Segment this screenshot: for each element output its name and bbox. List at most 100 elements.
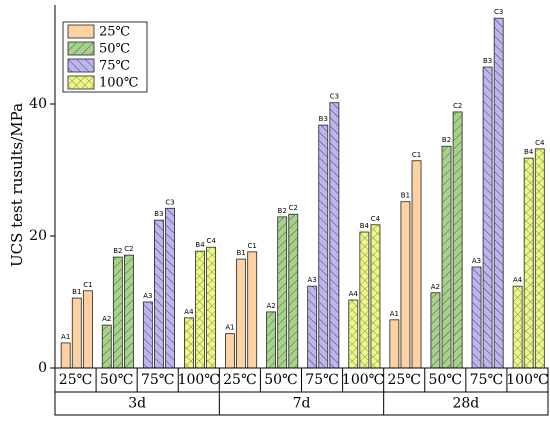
bar-hatch: [206, 247, 216, 368]
bar-hatch: [442, 146, 452, 368]
bar-hatch: [143, 302, 153, 368]
legend-hatch: [68, 76, 94, 89]
bar-hatch: [494, 18, 504, 368]
bar-label: B2: [113, 247, 122, 255]
bar: [236, 258, 247, 369]
bar-label: B3: [483, 57, 492, 65]
bar-label: A4: [184, 308, 194, 316]
bar-label: C1: [248, 242, 257, 250]
bar: [400, 201, 411, 369]
bar-hatch: [288, 214, 298, 368]
bar-label: B4: [524, 148, 534, 156]
legend-label: 25℃: [99, 25, 130, 40]
x-tick-label: 75℃: [305, 372, 338, 388]
group-label: 7d: [293, 396, 311, 412]
bar-label: C1: [83, 281, 92, 289]
bar-label: C2: [289, 204, 298, 212]
x-tick-label: 50℃: [264, 372, 297, 388]
bar: [389, 319, 400, 369]
bar-label: C2: [124, 245, 133, 253]
bar-label: A3: [308, 276, 317, 284]
bar-hatch: [471, 267, 482, 368]
bar-label: A3: [472, 257, 481, 265]
x-tick-label: 50℃: [100, 372, 133, 388]
bar: [247, 251, 258, 369]
bar-label: B2: [278, 207, 287, 215]
x-tick-label: 75℃: [470, 372, 503, 388]
bar-label: B4: [195, 241, 205, 249]
bar-label: C3: [165, 198, 174, 206]
bar-label: C4: [206, 237, 216, 245]
y-axis-label: UCS test rusults/MPa: [8, 103, 26, 267]
bar-hatch: [535, 148, 545, 368]
bar-hatch: [483, 67, 493, 368]
bar-label: A1: [390, 310, 399, 318]
bar-hatch: [348, 300, 358, 368]
bar-hatch: [513, 286, 523, 368]
bar-hatch: [277, 216, 287, 368]
bar-hatch: [430, 292, 440, 368]
bar-label: A4: [349, 290, 359, 298]
bar-label: B4: [360, 222, 370, 230]
x-tick-label: 75℃: [141, 372, 174, 388]
bar-label: A3: [143, 292, 152, 300]
bar-label: C4: [535, 139, 545, 147]
bar-hatch: [165, 208, 175, 368]
bar-hatch: [184, 317, 194, 368]
x-tick-label: 25℃: [59, 372, 92, 388]
x-tick-label: 50℃: [429, 372, 462, 388]
group-label: 3d: [128, 396, 146, 412]
bar-label: B2: [442, 136, 451, 144]
bar-hatch: [266, 311, 276, 368]
x-tick-label: 25℃: [387, 372, 420, 388]
legend-hatch: [68, 42, 94, 55]
bar-label: C2: [453, 102, 462, 110]
bar-hatch: [329, 102, 339, 369]
bar-hatch: [453, 111, 463, 369]
bar-label: A2: [266, 302, 275, 310]
bar-label: B1: [401, 192, 410, 200]
y-tick-label: 40: [29, 96, 47, 112]
bar-hatch: [102, 325, 112, 368]
bar-hatch: [113, 257, 123, 368]
bar-label: A1: [61, 333, 70, 341]
group-label: 28d: [452, 396, 479, 412]
x-tick-label: 100℃: [506, 372, 548, 388]
bar-hatch: [318, 125, 328, 369]
legend-label: 100℃: [99, 76, 138, 91]
y-tick-label: 20: [29, 228, 47, 244]
bar-hatch: [154, 220, 164, 368]
bar-label: B3: [154, 210, 163, 218]
bar-label: B1: [236, 249, 245, 257]
bar-hatch: [195, 251, 205, 368]
bar-label: C3: [330, 93, 339, 101]
x-tick-label: 100℃: [342, 372, 384, 388]
bar-hatch: [124, 255, 134, 368]
bar-hatch: [359, 232, 369, 368]
legend-label: 75℃: [99, 59, 130, 74]
bar: [60, 342, 71, 369]
bar-label: B3: [319, 115, 328, 123]
legend-hatch: [68, 59, 94, 72]
bar-hatch: [370, 224, 380, 368]
legend-label: 50℃: [99, 42, 130, 57]
bar-label: A2: [431, 283, 440, 291]
bar: [225, 333, 235, 369]
bar-label: A4: [513, 276, 523, 284]
bar-label: C1: [412, 151, 421, 159]
bar-hatch: [524, 158, 534, 368]
bar-label: A2: [102, 315, 111, 323]
bar: [82, 290, 93, 369]
x-tick-label: 25℃: [223, 372, 256, 388]
bar-label: C4: [371, 215, 381, 223]
bar-label: C3: [494, 8, 503, 16]
bar: [411, 160, 422, 369]
bar-label: B1: [72, 288, 81, 296]
x-tick-label: 100℃: [178, 372, 220, 388]
bar-hatch: [307, 286, 317, 368]
bar: [71, 297, 82, 369]
bar-label: A1: [225, 324, 234, 332]
y-tick-label: 0: [38, 360, 47, 376]
legend-swatch: [67, 24, 95, 39]
